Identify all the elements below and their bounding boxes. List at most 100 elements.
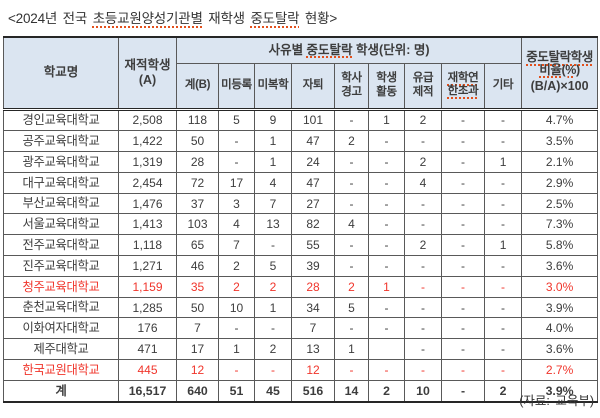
value-cell: -	[483, 192, 523, 215]
value-cell: 7	[291, 317, 335, 340]
value-cell: 17	[176, 338, 219, 361]
value-cell: -	[404, 338, 442, 361]
value-cell: -	[368, 192, 405, 215]
value-cell: -	[441, 234, 485, 257]
value-cell: 2.5%	[521, 192, 599, 215]
page-title: <2024년 전국 초등교원양성기관별 재학생 중도탈락 현황>	[8, 7, 337, 27]
value-cell: -	[254, 234, 292, 257]
value-cell: 4.7%	[521, 108, 599, 132]
title-text: 현황>	[299, 11, 338, 26]
value-cell: -	[441, 379, 485, 403]
value-cell: 2,508	[118, 108, 177, 132]
value-cell: 2	[218, 255, 255, 277]
value-cell: 2.9%	[521, 171, 599, 194]
value-cell: 50	[176, 296, 219, 319]
enrollment-limit-label: 재학연한초과	[447, 72, 479, 98]
value-cell: 47	[291, 171, 335, 194]
value-cell: -	[483, 130, 523, 153]
table-row: 전주교육대학교 1,118 65 7-55- -2-1 5.8%	[3, 234, 599, 257]
value-cell: 82	[291, 213, 335, 236]
value-cell: 1,319	[118, 151, 177, 173]
value-cell: 5	[334, 296, 369, 319]
school-name-cell: 청주교육대학교	[3, 275, 119, 298]
value-cell: 2	[368, 379, 405, 403]
ratio-formula: (B/A)×100	[530, 79, 589, 94]
value-cell: -	[404, 213, 442, 236]
value-cell: 1	[254, 296, 292, 319]
col-header-dropout-ratio: 중도탈락학생비율(%) (B/A)×100	[521, 36, 599, 111]
value-cell: -	[404, 130, 442, 153]
value-cell: 7	[254, 192, 292, 215]
value-cell: 4	[334, 213, 369, 236]
school-name-cell: 경인교육대학교	[3, 108, 119, 132]
value-cell: 3.9%	[521, 379, 599, 403]
col-header-total-b: 계(B)	[176, 62, 219, 111]
value-cell: 1,271	[118, 255, 177, 277]
value-cell: 3.0%	[521, 275, 599, 298]
title-text: <2024년 전국	[8, 11, 93, 26]
title-text-marked: 초등교원양성기관별	[92, 11, 203, 26]
value-cell: 3.6%	[521, 255, 599, 277]
school-name-cell: 부산교육대학교	[3, 192, 119, 215]
value-cell: -	[218, 359, 255, 381]
value-cell: -	[483, 255, 523, 277]
value-cell: -	[368, 130, 405, 153]
value-cell: 34	[291, 296, 335, 319]
value-cell: 28	[176, 151, 219, 173]
value-cell: 3.9%	[521, 296, 599, 319]
value-cell: 10	[404, 379, 442, 403]
col-header-etc: 기타	[483, 62, 523, 111]
value-cell: 4	[404, 171, 442, 194]
value-cell: 1	[483, 151, 523, 173]
value-cell: 1	[254, 151, 292, 173]
col-header-flunk-expulsion: 유급 제적	[404, 62, 442, 111]
table-row: 서울교육대학교 1,413 103 4 13 82 4- - - -7.3%	[3, 213, 599, 236]
value-cell: 3.5%	[521, 130, 599, 153]
value-cell: 7	[176, 317, 219, 340]
value-cell: 2	[254, 275, 292, 298]
value-cell: -	[254, 359, 292, 381]
reason-group-label: 학생(단위: 명)	[352, 42, 430, 57]
value-cell: 24	[291, 151, 335, 173]
value-cell: -	[334, 234, 369, 257]
value-cell: -	[368, 255, 405, 277]
school-name-cell: 이화여자대학교	[3, 317, 119, 340]
value-cell: 1	[483, 234, 523, 257]
value-cell: 9	[254, 108, 292, 132]
value-cell: 2	[334, 275, 369, 298]
value-cell: -	[334, 151, 369, 173]
value-cell: 2	[334, 130, 369, 153]
col-header-not-returning: 미복학	[254, 62, 292, 111]
value-cell: -	[218, 130, 255, 153]
value-cell: -	[368, 213, 405, 236]
value-cell: -	[441, 296, 485, 319]
reason-group-label-marked: 중도탈락	[306, 42, 353, 57]
value-cell: 1,476	[118, 192, 177, 215]
value-cell: -	[404, 296, 442, 319]
total-row: 계 16,517 640 51 45 516 14 2 10-2 3.9%	[3, 379, 599, 403]
value-cell: -	[441, 255, 485, 277]
value-cell: 1	[368, 108, 405, 132]
school-name-cell: 서울교육대학교	[3, 213, 119, 236]
value-cell: 1	[368, 275, 405, 298]
header-row-sub: 계(B) 미등록 미복학 자퇴 학사 경고 학생 활동 유급 제적 재학연한초과…	[4, 62, 598, 111]
value-cell: 65	[176, 234, 219, 257]
value-cell: 103	[176, 213, 219, 236]
value-cell: -	[441, 359, 485, 381]
value-cell: 2	[404, 108, 442, 132]
value-cell: 35	[176, 275, 219, 298]
value-cell: 471	[118, 338, 177, 361]
table-row: 대구교육대학교 2,454 72 17 4 47- -4- -2.9%	[3, 171, 599, 194]
value-cell: -	[441, 213, 485, 236]
value-cell: -	[441, 130, 485, 153]
col-header-withdrawal: 자퇴	[291, 62, 335, 111]
col-header-student-activity: 학생 활동	[368, 62, 405, 111]
value-cell: 28	[291, 275, 335, 298]
value-cell: -	[218, 151, 255, 173]
value-cell: 4	[254, 171, 292, 194]
col-header-not-registered: 미등록	[218, 62, 255, 111]
value-cell: -	[368, 234, 405, 257]
value-cell: 1,413	[118, 213, 177, 236]
value-cell: 46	[176, 255, 219, 277]
value-cell: -	[441, 338, 485, 361]
